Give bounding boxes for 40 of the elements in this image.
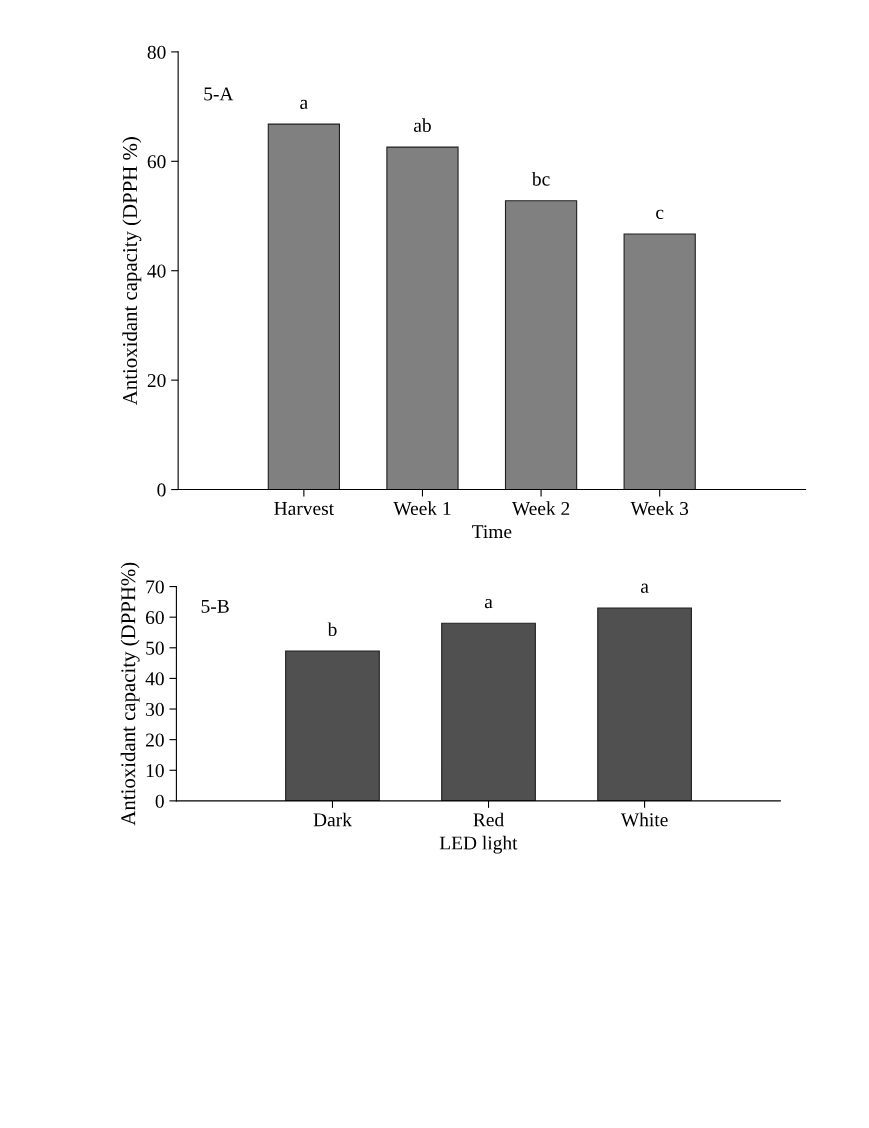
annotation: 5-B	[201, 599, 229, 613]
y-tick-label: 0	[155, 794, 164, 808]
bar	[623, 233, 696, 490]
annotation: a	[484, 598, 493, 609]
y-axis-title: Antioxidant capacity (DPPH %)	[122, 137, 142, 406]
y-tick-label: 40	[145, 672, 164, 686]
x-tick-label: Week 1	[393, 501, 451, 516]
y-tick-label: 50	[146, 641, 164, 655]
x-axis-title: LED light	[439, 835, 518, 854]
x-tick-label: Red	[473, 812, 504, 827]
y-tick-label: 20	[147, 373, 166, 388]
bar	[504, 200, 578, 490]
bar	[597, 607, 692, 801]
annotation: b	[327, 622, 337, 637]
annotation: bc	[531, 171, 550, 186]
annotation: c	[656, 209, 664, 219]
y-tick-label: 60	[147, 155, 166, 169]
bar	[441, 622, 536, 801]
y-tick-label: 0	[157, 483, 166, 497]
x-tick-label: Week 3	[630, 501, 689, 516]
x-tick-label: White	[620, 812, 668, 827]
y-axis-title: Antioxidant capacity (DPPH%)	[120, 562, 140, 826]
annotation: ab	[413, 118, 431, 133]
bar	[386, 146, 459, 490]
y-tick-label: 60	[145, 610, 164, 625]
annotation: 5-A	[204, 87, 234, 101]
y-tick-label: 80	[147, 45, 166, 59]
x-tick-label: Week 2	[511, 501, 570, 516]
y-tick-label: 70	[146, 580, 164, 594]
bar	[267, 123, 341, 490]
y-tick-label: 10	[146, 764, 164, 778]
x-axis-title: Time	[472, 525, 512, 539]
y-tick-label: 20	[146, 733, 164, 747]
x-tick-label: Harvest	[274, 502, 334, 516]
bar	[285, 650, 380, 801]
x-tick-label: Dark	[313, 812, 352, 827]
annotation: a	[640, 583, 649, 593]
annotation: a	[300, 99, 308, 110]
y-tick-label: 40	[147, 264, 166, 278]
y-tick-label: 30	[146, 702, 164, 716]
